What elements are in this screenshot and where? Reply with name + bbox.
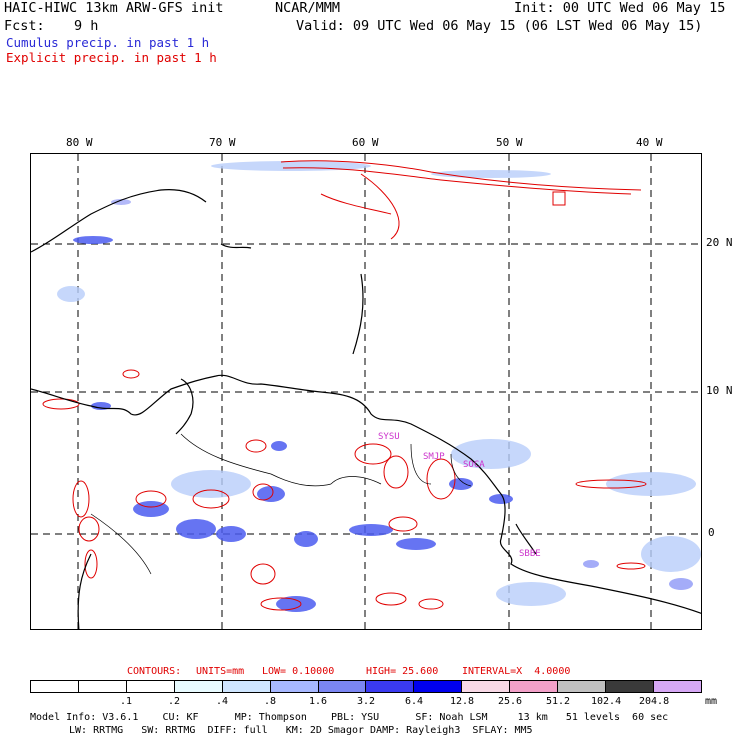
station-label-smjp: SMJP <box>423 452 445 462</box>
precip-map[interactable]: SYSU SMJP SOCA SBBE <box>30 153 702 630</box>
colorbar-tick-label: 102.4 <box>591 696 622 707</box>
colorbar-cell <box>222 681 271 692</box>
legend-explicit: Explicit precip. in past 1 h <box>6 50 217 65</box>
colorbar-cell <box>462 681 511 692</box>
colorbar-cell <box>653 681 701 692</box>
station-label-sysu: SYSU <box>378 432 400 442</box>
colorbar-cell <box>366 681 415 692</box>
colorbar-tick-label: 1.6 <box>309 696 328 707</box>
cumulus-precip <box>73 199 693 612</box>
colorbar-tick-label: 51.2 <box>546 696 571 707</box>
colorbar-tick-label: .2 <box>168 696 181 707</box>
light-precip <box>57 161 701 606</box>
lat-label-20n: 20 N <box>706 236 733 249</box>
lon-label-60w: 60 W <box>352 136 379 149</box>
contours-interval: INTERVAL=X 4.0000 <box>462 666 571 677</box>
contours-high: HIGH= 25.600 <box>366 666 439 677</box>
init-time: Init: 00 UTC Wed 06 May 15 <box>514 0 726 16</box>
colorbar-cell <box>558 681 607 692</box>
colorbar-cell <box>414 681 463 692</box>
colorbar-tick-label: 204.8 <box>639 696 670 707</box>
colorbar-tick-label: .8 <box>264 696 277 707</box>
map-canvas <box>31 154 701 629</box>
colorbar-cell <box>78 681 127 692</box>
lat-label-10n: 10 N <box>706 384 733 397</box>
lat-label-0: 0 <box>708 526 715 539</box>
contours-units: UNITS=mm <box>196 666 245 677</box>
colorbar-tick-label: 25.6 <box>498 696 523 707</box>
colorbar-cell <box>318 681 367 692</box>
lon-label-40w: 40 W <box>636 136 663 149</box>
forecast-hour: 9 h <box>74 18 99 34</box>
precip-colorbar <box>30 680 702 693</box>
country-borders <box>90 433 472 575</box>
colorbar-cell <box>174 681 223 692</box>
model-title: HAIC-HIWC 13km ARW-GFS init <box>4 0 224 16</box>
model-info-line-1: Model Info: V3.6.1 CU: KF MP: Thompson P… <box>30 712 669 723</box>
station-label-soca: SOCA <box>463 460 485 470</box>
colorbar-cell <box>270 681 319 692</box>
lon-label-70w: 70 W <box>209 136 236 149</box>
colorbar-tick-label: 6.4 <box>405 696 424 707</box>
contours-low: LOW= 0.10000 <box>262 666 335 677</box>
coastlines <box>31 189 701 629</box>
colorbar-tick-label: .1 <box>120 696 133 707</box>
colorbar-cell <box>31 681 79 692</box>
graticule <box>31 154 701 629</box>
model-info-line-2: LW: RRTMG SW: RRTMG DIFF: full KM: 2D Sm… <box>69 725 533 736</box>
valid-time: Valid: 09 UTC Wed 06 May 15 (06 LST Wed … <box>296 18 703 34</box>
colorbar-tick-label: .4 <box>216 696 229 707</box>
station-label-sbbe: SBBE <box>519 549 541 559</box>
lon-label-50w: 50 W <box>496 136 523 149</box>
legend-cumulus: Cumulus precip. in past 1 h <box>6 35 210 50</box>
colorbar-cell <box>126 681 175 692</box>
explicit-precip <box>42 160 647 611</box>
contours-label: CONTOURS: <box>127 666 182 677</box>
forecast-label: Fcst: <box>4 18 45 34</box>
colorbar-cell <box>606 681 654 692</box>
colorbar-tick-label: 3.2 <box>357 696 376 707</box>
lon-label-80w: 80 W <box>66 136 93 149</box>
colorbar-cell <box>510 681 559 692</box>
colorbar-tick-label: 12.8 <box>450 696 475 707</box>
colorbar-unit: mm <box>705 696 718 707</box>
organization-label: NCAR/MMM <box>275 0 341 16</box>
